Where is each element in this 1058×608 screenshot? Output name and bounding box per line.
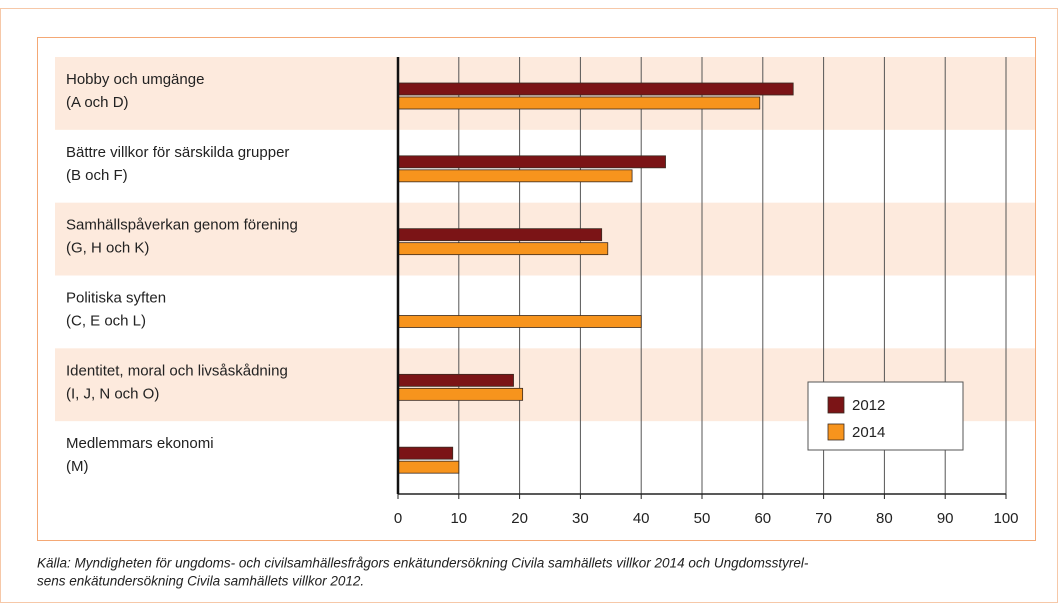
category-label: Politiska syften — [66, 289, 166, 306]
bar — [397, 446, 454, 460]
bar — [397, 82, 794, 96]
category-label: (B och F) — [66, 167, 128, 184]
category-label: Hobby och umgänge — [66, 71, 204, 88]
chart-frame — [37, 37, 1036, 541]
category-label: Medlemmars ekonomi — [66, 435, 214, 452]
x-tick-label: 10 — [450, 510, 467, 527]
source: Källa: Myndigheten för ungdoms- och civi… — [37, 556, 809, 571]
bar — [397, 387, 524, 401]
category-label: Identitet, moral och livsåskådning — [66, 362, 288, 379]
x-tick-label: 100 — [993, 510, 1018, 527]
legend-swatch — [827, 423, 845, 441]
bar — [397, 155, 666, 169]
bar — [397, 242, 609, 256]
x-tick-label: 70 — [815, 510, 832, 527]
category-label: Samhällspåverkan genom förening — [66, 217, 298, 234]
x-tick-label: 30 — [572, 510, 589, 527]
x-tick-label: 0 — [394, 510, 402, 527]
legend-label: 2014 — [852, 424, 885, 441]
category-label: (I, J, N och O) — [66, 385, 159, 402]
bar — [397, 169, 633, 183]
bar — [397, 460, 460, 474]
x-tick-label: 60 — [754, 510, 771, 527]
x-tick-label: 90 — [937, 510, 954, 527]
x-tick-label: 50 — [694, 510, 711, 527]
category-label: (M) — [66, 458, 89, 475]
category-label: (C, E och L) — [66, 312, 146, 329]
category-label: (A och D) — [66, 94, 129, 111]
category-label: (G, H och K) — [66, 240, 149, 257]
source: sens enkätundersökning Civila samhällets… — [37, 574, 364, 589]
x-tick-label: 20 — [511, 510, 528, 527]
legend-label: 2012 — [852, 397, 885, 414]
category-label: Bättre villkor för särskilda grupper — [66, 144, 289, 161]
bar — [397, 96, 761, 110]
x-tick-label: 40 — [633, 510, 650, 527]
bar — [397, 373, 514, 387]
x-tick-label: 80 — [876, 510, 893, 527]
bar — [397, 315, 642, 328]
legend-swatch — [827, 396, 845, 414]
bar — [397, 228, 603, 242]
